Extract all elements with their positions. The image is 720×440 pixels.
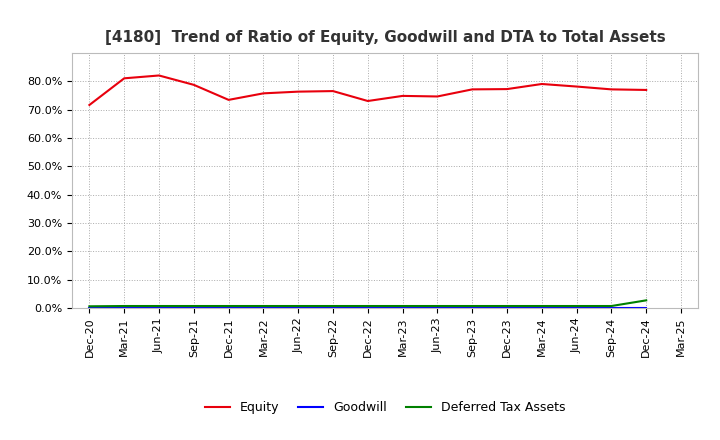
- Equity: [225, 97, 233, 103]
- Equity: [642, 87, 651, 92]
- Deferred Tax Assets: [398, 303, 407, 308]
- Goodwill: [294, 305, 302, 311]
- Equity: [155, 73, 163, 78]
- Goodwill: [259, 305, 268, 311]
- Title: [4180]  Trend of Ratio of Equity, Goodwill and DTA to Total Assets: [4180] Trend of Ratio of Equity, Goodwil…: [105, 29, 665, 45]
- Equity: [607, 87, 616, 92]
- Deferred Tax Assets: [607, 303, 616, 308]
- Goodwill: [537, 305, 546, 311]
- Goodwill: [607, 305, 616, 311]
- Equity: [572, 84, 581, 89]
- Deferred Tax Assets: [328, 303, 337, 308]
- Goodwill: [572, 305, 581, 311]
- Goodwill: [468, 305, 477, 311]
- Goodwill: [503, 305, 511, 311]
- Deferred Tax Assets: [120, 303, 129, 308]
- Line: Deferred Tax Assets: Deferred Tax Assets: [89, 301, 647, 306]
- Equity: [85, 103, 94, 108]
- Deferred Tax Assets: [572, 303, 581, 308]
- Goodwill: [85, 305, 94, 311]
- Deferred Tax Assets: [468, 303, 477, 308]
- Equity: [294, 89, 302, 94]
- Goodwill: [189, 305, 198, 311]
- Goodwill: [364, 305, 372, 311]
- Deferred Tax Assets: [364, 303, 372, 308]
- Deferred Tax Assets: [433, 303, 442, 308]
- Deferred Tax Assets: [642, 298, 651, 303]
- Goodwill: [398, 305, 407, 311]
- Equity: [468, 87, 477, 92]
- Deferred Tax Assets: [503, 303, 511, 308]
- Deferred Tax Assets: [259, 303, 268, 308]
- Deferred Tax Assets: [189, 303, 198, 308]
- Equity: [398, 93, 407, 99]
- Goodwill: [328, 305, 337, 311]
- Equity: [364, 99, 372, 104]
- Deferred Tax Assets: [537, 303, 546, 308]
- Equity: [120, 76, 129, 81]
- Equity: [328, 88, 337, 94]
- Goodwill: [225, 305, 233, 311]
- Equity: [503, 86, 511, 92]
- Deferred Tax Assets: [155, 303, 163, 308]
- Deferred Tax Assets: [85, 304, 94, 309]
- Goodwill: [642, 305, 651, 311]
- Goodwill: [155, 305, 163, 311]
- Goodwill: [120, 305, 129, 311]
- Goodwill: [433, 305, 442, 311]
- Equity: [537, 81, 546, 87]
- Equity: [259, 91, 268, 96]
- Deferred Tax Assets: [225, 303, 233, 308]
- Deferred Tax Assets: [294, 303, 302, 308]
- Equity: [189, 82, 198, 88]
- Line: Equity: Equity: [89, 76, 647, 105]
- Legend: Equity, Goodwill, Deferred Tax Assets: Equity, Goodwill, Deferred Tax Assets: [200, 396, 570, 419]
- Equity: [433, 94, 442, 99]
